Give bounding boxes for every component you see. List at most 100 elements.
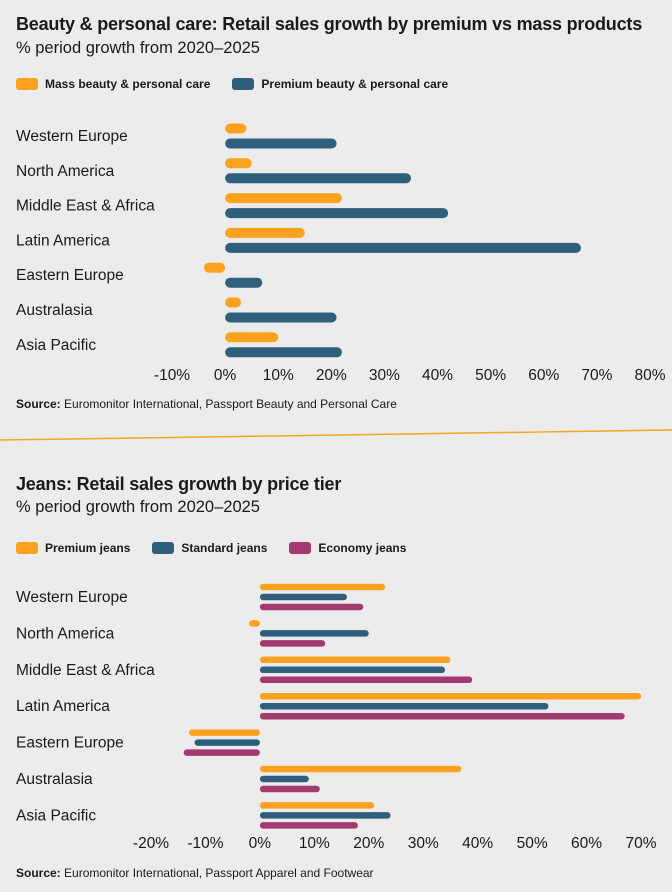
divider-line [0, 429, 672, 441]
bar-standard-jeans-western-europe [259, 593, 347, 601]
bar-economy-jeans-latin-america [259, 712, 625, 720]
bar-economy-jeans-middle-east-africa [259, 676, 473, 684]
x-tick-label: 50% [475, 367, 506, 384]
chart-subtitle: % period growth from 2020–2025 [16, 498, 260, 516]
bar-mass-beauty-personal-care-middle-east-africa [225, 193, 342, 204]
category-label-north-america: North America [16, 163, 115, 180]
source-note: Source: Euromonitor International, Passp… [16, 397, 397, 411]
bar-premium-jeans-middle-east-africa [259, 656, 451, 664]
legend-item-premium: Premium beauty & personal care [232, 77, 448, 91]
legend-swatch-standard-jeans [152, 542, 175, 554]
beauty-bar-chart: Western Europe North America Middle East &… [16, 123, 666, 384]
legend-item-standard-jeans: Standard jeans [152, 541, 267, 555]
bar-mass-beauty-personal-care-western-europe [225, 123, 247, 134]
bar-premium-beauty-personal-care-eastern-europe [225, 277, 263, 288]
source-label: Source: [16, 397, 61, 411]
x-tick-label: 70% [625, 835, 656, 852]
category-label-latin-america: Latin America [16, 698, 110, 715]
chart-title: Beauty & personal care: Retail sales gro… [16, 14, 643, 34]
legend-item-economy-jeans: Economy jeans [289, 541, 406, 555]
category-label-australasia: Australasia [16, 771, 93, 788]
x-tick-label: 0% [249, 835, 272, 852]
x-tick-label: 10% [263, 367, 294, 384]
category-label-middle-east-africa: Middle East & Africa [16, 662, 155, 679]
bar-premium-beauty-personal-care-western-europe [225, 138, 337, 149]
chart-title: Jeans: Retail sales growth by price tier [16, 474, 342, 494]
x-tick-label: -10% [187, 835, 223, 852]
chart-legend: Mass beauty & personal care Premium beau… [16, 77, 470, 91]
section-divider [0, 429, 672, 441]
bar-mass-beauty-personal-care-north-america [225, 158, 252, 169]
category-label-western-europe: Western Europe [16, 128, 128, 145]
bar-mass-beauty-personal-care-asia-pacific [225, 332, 279, 343]
x-tick-label: 40% [462, 835, 493, 852]
source-text: Euromonitor International, Passport Beau… [60, 397, 397, 411]
x-tick-label: 80% [634, 367, 665, 384]
x-tick-label: 20% [316, 367, 347, 384]
bar-mass-beauty-personal-care-eastern-europe [203, 262, 226, 273]
legend-label-premium-jeans: Premium jeans [45, 541, 131, 555]
legend-swatch-mass [16, 78, 38, 90]
category-label-asia-pacific: Asia Pacific [16, 337, 96, 354]
bar-economy-jeans-eastern-europe [183, 749, 260, 756]
x-tick-label: -20% [133, 835, 169, 852]
x-tick-label: 0% [214, 367, 237, 384]
chart-subtitle: % period growth from 2020–2025 [16, 39, 260, 57]
bar-premium-jeans-western-europe [259, 583, 386, 591]
x-tick-label: 70% [581, 367, 612, 384]
bar-standard-jeans-north-america [259, 630, 369, 637]
x-tick-label: 60% [528, 367, 559, 384]
bar-premium-beauty-personal-care-australasia [225, 312, 337, 323]
legend-item-mass: Mass beauty & personal care [16, 77, 210, 91]
legend-label-mass: Mass beauty & personal care [45, 77, 211, 91]
legend-swatch-economy-jeans [289, 542, 312, 554]
category-label-latin-america: Latin America [16, 232, 110, 249]
beauty-chart-panel: Beauty & personal care: Retail sales gro… [0, 0, 672, 440]
bar-premium-beauty-personal-care-north-america [225, 173, 411, 184]
source-label: Source: [16, 866, 61, 880]
bar-premium-jeans-australasia [259, 765, 462, 773]
bar-standard-jeans-middle-east-africa [259, 666, 445, 674]
bar-premium-jeans-north-america [249, 620, 260, 627]
chart-legend: Premium jeans Standard jeans Economy jea… [16, 541, 428, 555]
x-tick-label: -10% [154, 367, 190, 384]
legend-label-standard-jeans: Standard jeans [181, 541, 268, 555]
bar-economy-jeans-western-europe [259, 603, 364, 611]
bar-mass-beauty-personal-care-latin-america [225, 227, 305, 238]
category-label-asia-pacific: Asia Pacific [16, 807, 96, 824]
bar-economy-jeans-north-america [259, 640, 326, 647]
x-tick-label: 40% [422, 367, 453, 384]
source-note: Source: Euromonitor International, Passp… [16, 866, 374, 880]
bar-standard-jeans-latin-america [259, 702, 549, 710]
bar-premium-beauty-personal-care-middle-east-africa [225, 208, 449, 219]
bar-standard-jeans-australasia [259, 775, 309, 783]
legend-label-premium: Premium beauty & personal care [261, 77, 449, 91]
bar-premium-beauty-personal-care-latin-america [225, 242, 581, 253]
x-tick-label: 30% [408, 835, 439, 852]
bar-premium-jeans-latin-america [259, 692, 641, 700]
x-tick-label: 10% [299, 835, 330, 852]
x-tick-label: 50% [517, 835, 548, 852]
x-tick-label: 30% [369, 367, 400, 384]
jeans-bar-chart: Western Europe North America Middle East &… [16, 583, 657, 852]
bar-premium-jeans-eastern-europe [189, 729, 260, 736]
bar-economy-jeans-australasia [259, 785, 320, 793]
bar-standard-jeans-eastern-europe [194, 739, 260, 746]
legend-label-economy-jeans: Economy jeans [318, 541, 407, 555]
bar-standard-jeans-asia-pacific [259, 812, 391, 819]
bar-premium-jeans-asia-pacific [259, 802, 375, 809]
category-label-middle-east-africa: Middle East & Africa [16, 198, 155, 215]
legend-swatch-premium [232, 78, 255, 90]
bar-mass-beauty-personal-care-australasia [225, 297, 242, 308]
category-label-eastern-europe: Eastern Europe [16, 735, 124, 752]
legend-item-premium-jeans: Premium jeans [16, 541, 130, 555]
category-label-australasia: Australasia [16, 302, 93, 319]
jeans-chart-panel: Jeans: Retail sales growth by price tier… [0, 452, 672, 892]
source-text: Euromonitor International, Passport Appa… [60, 866, 374, 880]
category-label-western-europe: Western Europe [16, 589, 128, 606]
legend-swatch-premium-jeans [16, 542, 38, 554]
category-label-eastern-europe: Eastern Europe [16, 267, 124, 284]
bar-premium-beauty-personal-care-asia-pacific [225, 347, 342, 358]
bar-economy-jeans-asia-pacific [259, 822, 358, 829]
category-label-north-america: North America [16, 625, 115, 642]
